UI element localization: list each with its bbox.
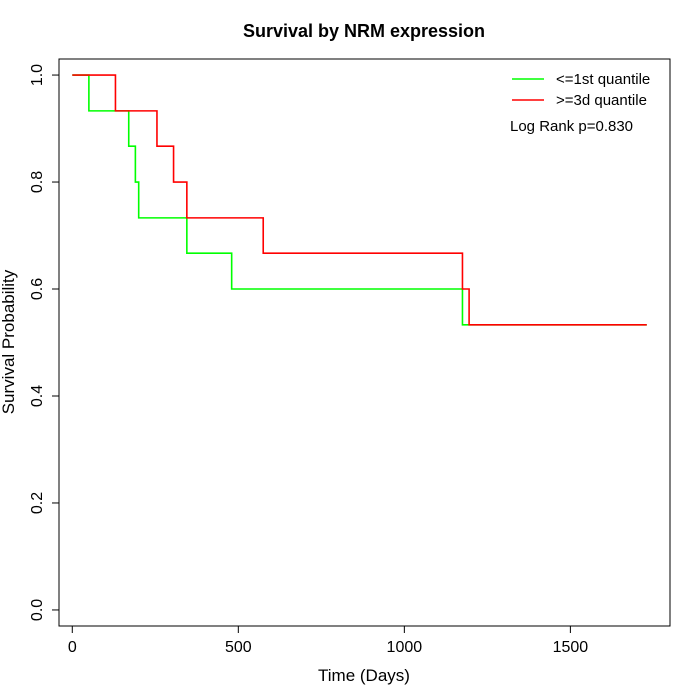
x-tick-label: 500 bbox=[225, 639, 252, 656]
legend-label-low: <=1st quantile bbox=[556, 71, 650, 88]
series-layer bbox=[72, 74, 647, 326]
plot-frame bbox=[58, 58, 671, 627]
y-tick-label: 0.0 bbox=[29, 599, 46, 621]
y-tick-label: 0.8 bbox=[29, 171, 46, 193]
y-axis-label: Survival Probability bbox=[0, 269, 18, 414]
survival-curve-0 bbox=[72, 74, 647, 326]
y-tick-label: 0.2 bbox=[29, 492, 46, 514]
chart-title: Survival by NRM expression bbox=[243, 21, 485, 41]
y-axis: 0.0 0.2 0.4 0.6 0.8 1.0 bbox=[29, 64, 59, 621]
y-tick-label: 1.0 bbox=[29, 64, 46, 86]
x-tick-label: 1000 bbox=[387, 639, 423, 656]
x-axis-label: Time (Days) bbox=[318, 666, 410, 685]
log-rank-annotation: Log Rank p=0.830 bbox=[510, 118, 633, 135]
y-tick-label: 0.6 bbox=[29, 278, 46, 300]
y-tick-label: 0.4 bbox=[29, 385, 46, 407]
x-axis: 0 500 1000 1500 bbox=[68, 626, 588, 656]
legend: <=1st quantile >=3d quantile bbox=[512, 71, 650, 109]
x-tick-label: 1500 bbox=[553, 639, 589, 656]
survival-curve-1 bbox=[72, 74, 647, 326]
x-tick-label: 0 bbox=[68, 639, 77, 656]
legend-label-high: >=3d quantile bbox=[556, 92, 647, 109]
